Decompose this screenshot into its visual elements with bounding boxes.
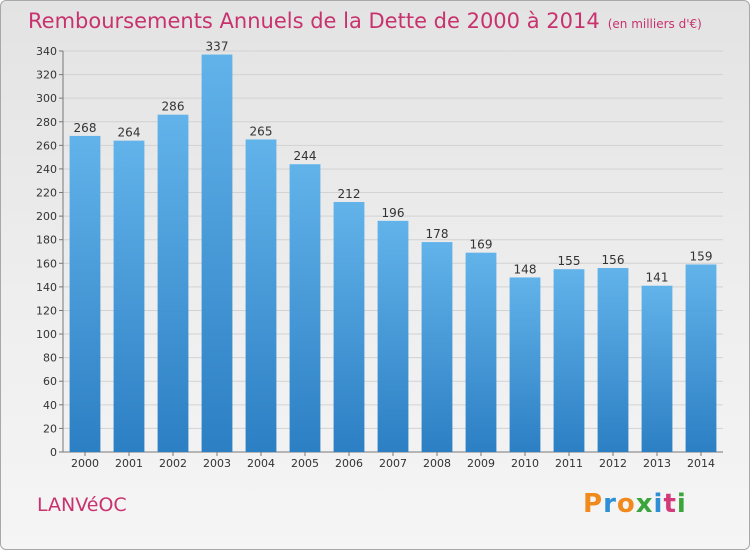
bar-2006 xyxy=(333,201,365,452)
logo-letter: t xyxy=(663,489,677,519)
bar-2012 xyxy=(597,268,629,452)
logo-letter: i xyxy=(653,489,664,519)
y-tick-label: 0 xyxy=(50,446,57,459)
x-tick-label: 2001 xyxy=(115,457,143,470)
bar-2009 xyxy=(465,252,497,452)
x-tick-label: 2004 xyxy=(247,457,275,470)
x-tick-label: 2002 xyxy=(159,457,187,470)
value-label: 155 xyxy=(558,254,581,268)
y-tick-label: 220 xyxy=(36,187,57,200)
x-tick-label: 2014 xyxy=(687,457,715,470)
y-tick-label: 140 xyxy=(36,281,57,294)
x-tick-label: 2011 xyxy=(555,457,583,470)
proxiti-logo: Proxiti xyxy=(583,489,687,519)
value-label: 337 xyxy=(206,40,229,54)
bar-2004 xyxy=(245,139,277,453)
value-label: 178 xyxy=(426,227,449,241)
bar-2005 xyxy=(289,164,321,453)
y-axis-ticks: 0 20 40 60 80 100 120 140 160 180 200 220 240 260 280 3… xyxy=(36,45,63,459)
y-tick-label: 340 xyxy=(36,45,57,58)
value-label: 264 xyxy=(118,126,141,140)
bars: 268 264 286 337 265 244 212 196 178 169 148 155 156 1… xyxy=(69,40,717,453)
bar-2013 xyxy=(641,285,673,452)
bar-2007 xyxy=(377,220,409,452)
x-tick-label: 2007 xyxy=(379,457,407,470)
bar-2000 xyxy=(69,135,101,452)
y-tick-label: 240 xyxy=(36,163,57,176)
commune-name: LANVéOC xyxy=(37,494,127,516)
x-tick-label: 2008 xyxy=(423,457,451,470)
y-tick-label: 120 xyxy=(36,304,57,317)
bar-2011 xyxy=(553,269,585,452)
y-tick-label: 260 xyxy=(36,139,57,152)
chart-title-text: Remboursements Annuels de la Dette de 20… xyxy=(28,9,600,33)
chart-subtitle: (en milliers d'€) xyxy=(607,17,702,31)
value-label: 268 xyxy=(74,121,97,135)
bar-2001 xyxy=(113,140,145,452)
y-tick-label: 80 xyxy=(43,352,57,365)
bar-2010 xyxy=(509,277,541,452)
y-tick-label: 40 xyxy=(43,399,57,412)
logo-letter: o xyxy=(616,489,636,519)
logo-letter: x xyxy=(635,489,654,519)
x-tick-label: 2010 xyxy=(511,457,539,470)
y-tick-label: 320 xyxy=(36,69,57,82)
value-label: 148 xyxy=(514,262,537,276)
y-tick-label: 100 xyxy=(36,328,57,341)
bar-2002 xyxy=(157,114,189,452)
value-label: 159 xyxy=(690,249,713,263)
y-tick-label: 60 xyxy=(43,375,57,388)
x-tick-label: 2009 xyxy=(467,457,495,470)
value-label: 244 xyxy=(294,149,317,163)
y-tick-label: 300 xyxy=(36,92,57,105)
x-tick-label: 2000 xyxy=(71,457,99,470)
value-label: 265 xyxy=(250,124,273,138)
x-tick-label: 2013 xyxy=(643,457,671,470)
value-label: 141 xyxy=(646,271,669,285)
bar-2014 xyxy=(685,264,717,452)
value-label: 212 xyxy=(338,187,361,201)
x-axis-ticks: 2000 2001 2002 2003 2004 2005 2006 2007 2008 2009… xyxy=(71,452,715,470)
y-tick-label: 160 xyxy=(36,257,57,270)
value-label: 286 xyxy=(162,100,185,114)
y-tick-label: 180 xyxy=(36,234,57,247)
logo-letter: r xyxy=(603,489,617,519)
value-label: 156 xyxy=(602,253,625,267)
value-label: 196 xyxy=(382,206,405,220)
x-tick-label: 2012 xyxy=(599,457,627,470)
logo-letter: i xyxy=(676,489,687,519)
bar-2008 xyxy=(421,242,453,452)
chart-title: Remboursements Annuels de la Dette de 20… xyxy=(28,9,702,33)
value-label: 169 xyxy=(470,238,493,252)
y-tick-label: 200 xyxy=(36,210,57,223)
y-tick-label: 20 xyxy=(43,422,57,435)
x-tick-label: 2003 xyxy=(203,457,231,470)
x-tick-label: 2006 xyxy=(335,457,363,470)
bar-2003 xyxy=(201,54,233,452)
logo-letter: P xyxy=(583,489,604,519)
x-tick-label: 2005 xyxy=(291,457,319,470)
y-tick-label: 280 xyxy=(36,116,57,129)
